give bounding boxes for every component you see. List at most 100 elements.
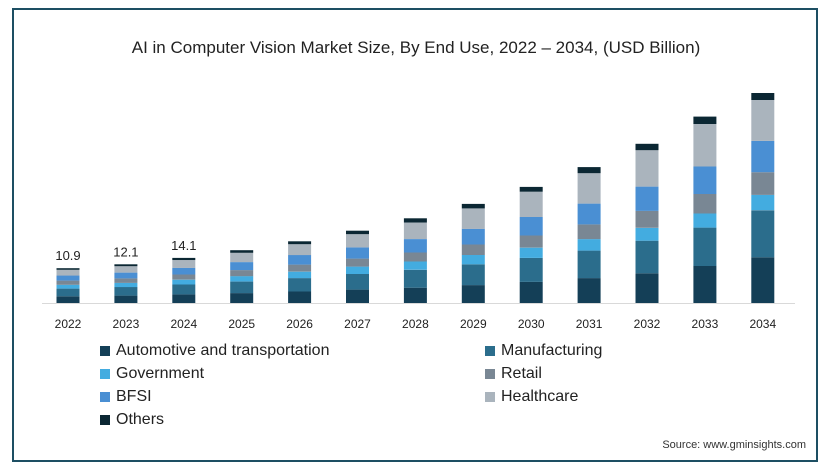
legend-item-retail: Retail bbox=[485, 363, 740, 385]
legend-label: Others bbox=[116, 411, 165, 428]
legend-item-manufacturing: Manufacturing bbox=[485, 340, 740, 362]
bar-segment-manufacturing-2027 bbox=[346, 273, 369, 290]
bar-segment-others-2022 bbox=[56, 268, 80, 270]
bar-segment-manufacturing-2023 bbox=[114, 287, 138, 296]
bar-segment-government-2031 bbox=[577, 239, 601, 251]
legend-label: Retail bbox=[501, 365, 542, 382]
bar-segment-automotive-and-transportation-2022 bbox=[56, 296, 80, 303]
bar-segment-automotive-and-transportation-2024 bbox=[172, 294, 196, 303]
x-tick-label-2027: 2027 bbox=[344, 317, 371, 331]
bar-segment-government-2028 bbox=[403, 261, 427, 270]
chart-legend: Automotive and transportation Manufacturi… bbox=[100, 340, 740, 431]
data-label-total-2024: 14.1 bbox=[171, 238, 196, 253]
bar-segment-manufacturing-2022 bbox=[56, 288, 80, 297]
bar-segment-healthcare-2030 bbox=[519, 191, 543, 217]
bar-segment-automotive-and-transportation-2025 bbox=[230, 293, 254, 303]
x-tick-label-2031: 2031 bbox=[576, 317, 603, 331]
bar-segment-government-2030 bbox=[519, 247, 543, 258]
x-tick-label-2022: 2022 bbox=[55, 317, 82, 331]
bar-segment-manufacturing-2033 bbox=[693, 227, 717, 266]
bar-segment-bfsi-2029 bbox=[461, 228, 485, 245]
bar-segment-retail-2031 bbox=[577, 224, 601, 240]
x-tick-label-2028: 2028 bbox=[402, 317, 429, 331]
bar-segment-manufacturing-2025 bbox=[230, 281, 254, 294]
bar-segment-others-2023 bbox=[114, 264, 138, 267]
bar-segment-retail-2026 bbox=[288, 264, 312, 272]
bar-segment-others-2028 bbox=[403, 218, 427, 223]
bar-segment-retail-2034 bbox=[751, 172, 775, 195]
x-tick-label-2033: 2033 bbox=[692, 317, 719, 331]
bar-segment-retail-2027 bbox=[346, 258, 369, 267]
bar-segment-automotive-and-transportation-2023 bbox=[114, 295, 138, 303]
bar-segment-government-2029 bbox=[461, 255, 485, 265]
bar-segment-government-2023 bbox=[114, 282, 138, 288]
bar-segment-retail-2022 bbox=[56, 280, 80, 285]
bar-segment-government-2022 bbox=[56, 284, 80, 289]
bar-segment-retail-2029 bbox=[461, 244, 485, 255]
bar-segment-manufacturing-2024 bbox=[172, 284, 196, 295]
bar-segment-bfsi-2030 bbox=[519, 217, 543, 236]
bar-segment-automotive-and-transportation-2031 bbox=[577, 278, 601, 303]
bar-segment-healthcare-2024 bbox=[172, 260, 196, 268]
bar-segment-others-2027 bbox=[346, 230, 369, 235]
bar-segment-healthcare-2028 bbox=[403, 222, 427, 239]
legend-item-others: Others bbox=[100, 409, 485, 431]
bar-segment-others-2024 bbox=[172, 257, 196, 261]
bar-segment-healthcare-2029 bbox=[461, 208, 485, 229]
legend-swatch bbox=[100, 369, 110, 379]
x-tick-label-2023: 2023 bbox=[113, 317, 140, 331]
bar-segment-automotive-and-transportation-2034 bbox=[751, 257, 775, 303]
x-tick-label-2025: 2025 bbox=[228, 317, 255, 331]
legend-item-government: Government bbox=[100, 363, 485, 385]
x-tick-label-2034: 2034 bbox=[749, 317, 776, 331]
bar-segment-healthcare-2032 bbox=[635, 150, 659, 187]
bar-segment-bfsi-2025 bbox=[230, 262, 254, 271]
bar-segment-healthcare-2034 bbox=[751, 100, 775, 141]
bar-segment-retail-2025 bbox=[230, 270, 254, 277]
bar-segment-healthcare-2022 bbox=[56, 269, 80, 276]
bar-segment-government-2033 bbox=[693, 213, 717, 228]
bar-segment-others-2033 bbox=[693, 116, 717, 124]
bar-segment-automotive-and-transportation-2028 bbox=[403, 287, 427, 303]
bar-segment-others-2029 bbox=[461, 203, 485, 209]
bar-segment-others-2026 bbox=[288, 241, 312, 245]
chart-title: AI in Computer Vision Market Size, By En… bbox=[131, 38, 701, 57]
bar-segment-others-2025 bbox=[230, 250, 254, 253]
bar-segment-automotive-and-transportation-2032 bbox=[635, 273, 659, 303]
bar-segment-bfsi-2033 bbox=[693, 166, 717, 194]
bar-segment-automotive-and-transportation-2029 bbox=[461, 285, 485, 303]
bar-segment-retail-2024 bbox=[172, 274, 196, 280]
bar-segment-automotive-and-transportation-2027 bbox=[346, 289, 369, 303]
bar-segment-bfsi-2031 bbox=[577, 203, 601, 225]
bar-segment-bfsi-2026 bbox=[288, 255, 312, 265]
legend-swatch bbox=[100, 346, 110, 356]
bar-segment-automotive-and-transportation-2026 bbox=[288, 291, 312, 303]
legend-item-bfsi: BFSI bbox=[100, 386, 485, 408]
bar-segment-government-2026 bbox=[288, 271, 312, 279]
bar-segment-bfsi-2032 bbox=[635, 186, 659, 211]
bar-segment-bfsi-2027 bbox=[346, 247, 369, 259]
bar-segment-others-2030 bbox=[519, 186, 543, 192]
bar-segment-healthcare-2025 bbox=[230, 252, 254, 263]
data-label-total-2022: 10.9 bbox=[55, 248, 80, 263]
legend-swatch bbox=[485, 369, 495, 379]
legend-item-healthcare: Healthcare bbox=[485, 386, 740, 408]
legend-swatch bbox=[100, 392, 110, 402]
bar-segment-others-2032 bbox=[635, 143, 659, 151]
bar-segment-others-2031 bbox=[577, 167, 601, 174]
bar-segment-government-2025 bbox=[230, 276, 254, 282]
bar-segment-bfsi-2022 bbox=[56, 275, 80, 281]
bar-segment-manufacturing-2026 bbox=[288, 278, 312, 292]
bar-segment-retail-2030 bbox=[519, 235, 543, 248]
legend-label: Manufacturing bbox=[501, 342, 603, 359]
x-tick-label-2032: 2032 bbox=[634, 317, 661, 331]
x-tick-label-2030: 2030 bbox=[518, 317, 545, 331]
legend-swatch bbox=[485, 346, 495, 356]
bar-segment-manufacturing-2032 bbox=[635, 240, 659, 274]
bar-segment-automotive-and-transportation-2030 bbox=[519, 281, 543, 303]
legend-swatch bbox=[100, 415, 110, 425]
bar-segment-automotive-and-transportation-2033 bbox=[693, 265, 717, 303]
bar-segment-manufacturing-2029 bbox=[461, 264, 485, 286]
bar-segment-others-2034 bbox=[751, 93, 775, 100]
